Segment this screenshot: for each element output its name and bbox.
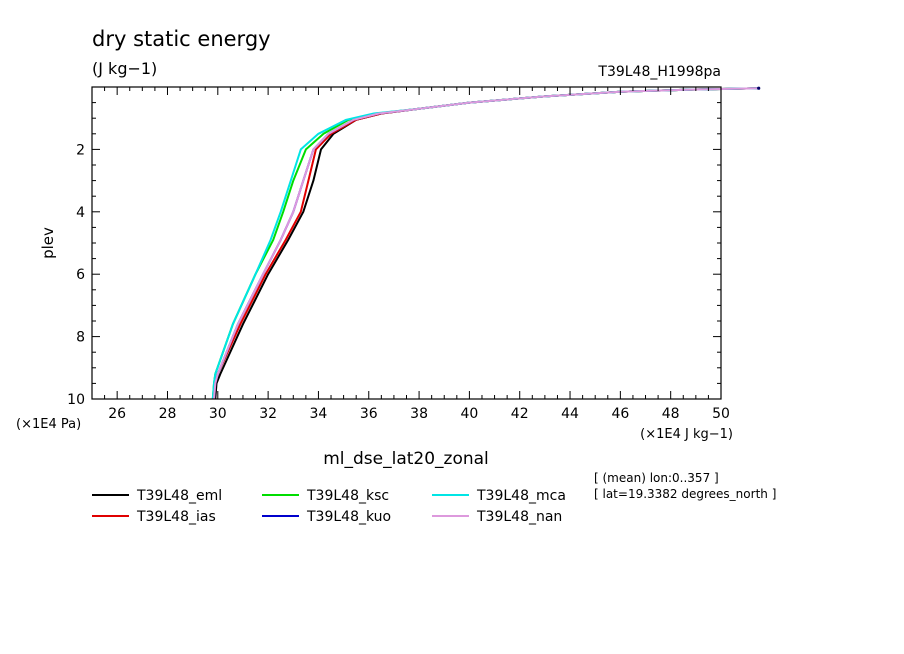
series-line-0 [214, 87, 759, 400]
series-line-4 [211, 87, 759, 400]
x-tick-label: 40 [460, 406, 478, 422]
legend-label: T39L48_mca [476, 488, 566, 504]
info-line-2: [ lat=19.3382 degrees_north ] [594, 487, 776, 501]
series-end-marker [757, 86, 761, 90]
plot-frame [91, 86, 722, 400]
x-tick-label: 44 [561, 406, 579, 422]
x-unit-label: (×1E4 J kg−1) [640, 427, 733, 442]
legend: T39L48_eml T39L48_ias T39L48_ksc T39L48_kuo… [92, 488, 566, 525]
x-axis-ticks: 26 28 30 32 34 36 38 40 42 44 46 48 50 [91, 87, 730, 422]
series-line-2 [211, 87, 759, 400]
x-tick-label: 46 [611, 406, 629, 422]
x-tick-label: 50 [712, 406, 730, 422]
y-tick-label: 2 [76, 142, 85, 158]
legend-label: T39L48_ias [136, 509, 216, 525]
info-line-1: [ (mean) lon:0..357 ] [594, 471, 719, 485]
y-unit-label: (×1E4 Pa) [16, 417, 81, 432]
y-tick-label: 6 [76, 267, 85, 283]
y-tick-label: 8 [76, 330, 85, 346]
series-layer [211, 86, 761, 400]
x-axis-label: ml_dse_lat20_zonal [323, 449, 489, 469]
x-tick-label: 28 [159, 406, 177, 422]
x-tick-label: 36 [360, 406, 378, 422]
x-tick-label: 32 [259, 406, 277, 422]
x-tick-label: 26 [108, 406, 126, 422]
legend-label: T39L48_kuo [306, 509, 391, 525]
chart-title: dry static energy [92, 27, 271, 51]
legend-label: T39L48_ksc [306, 488, 389, 504]
series-line-5 [213, 87, 759, 400]
run-label: T39L48_H1998pa [597, 64, 721, 80]
x-tick-label: 30 [209, 406, 227, 422]
chart-units: (J kg−1) [92, 59, 157, 78]
x-tick-label: 42 [511, 406, 529, 422]
y-axis-ticks: 2 4 6 8 10 [67, 102, 721, 408]
y-tick-label: 10 [67, 392, 85, 408]
x-tick-label: 34 [310, 406, 328, 422]
legend-label: T39L48_eml [136, 488, 222, 504]
legend-label: T39L48_nan [476, 509, 562, 525]
x-tick-label: 38 [410, 406, 428, 422]
y-axis-label: plev [39, 227, 57, 259]
series-line-1 [213, 87, 759, 400]
y-tick-label: 4 [76, 205, 85, 221]
series-line-3 [213, 87, 759, 400]
x-tick-label: 48 [662, 406, 680, 422]
